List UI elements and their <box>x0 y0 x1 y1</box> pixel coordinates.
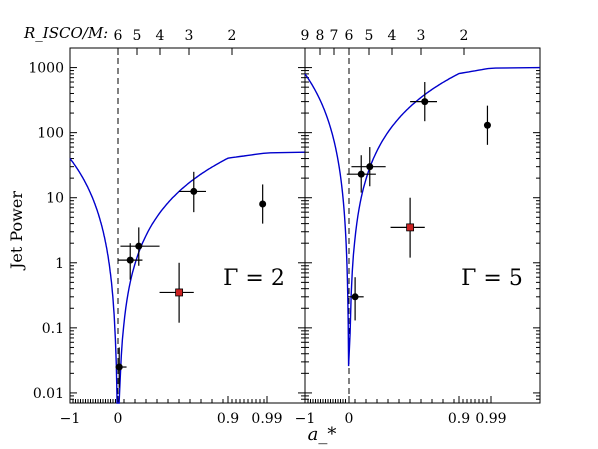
top-tick-label: 5 <box>133 28 142 44</box>
panel1-data-point <box>120 227 160 266</box>
x-tick-label: 0.99 <box>251 411 282 427</box>
x-axis-label: a_* <box>308 424 337 445</box>
top-tick-label: 5 <box>365 28 374 44</box>
y-tick-label: 10 <box>46 191 64 207</box>
panel1-data-point <box>179 171 206 213</box>
x-tick-label: 0.9 <box>448 411 470 427</box>
y-axis-label: Jet Power <box>7 191 26 271</box>
panel-label-gamma2: Γ = 2 <box>223 266 285 291</box>
top-tick-label: 6 <box>114 28 123 44</box>
dot-marker <box>483 121 491 129</box>
top-tick-label: 4 <box>156 28 165 44</box>
top-tick-label: 2 <box>460 28 469 44</box>
top-tick-label: 2 <box>228 28 237 44</box>
dot-marker <box>126 256 134 264</box>
x-tick-label: −1 <box>60 411 81 427</box>
dot-marker <box>259 200 267 208</box>
panel1-data-point <box>259 184 267 224</box>
top-axis-label: R_ISCO/M: <box>23 24 108 42</box>
x-tick-label: 0 <box>345 411 354 427</box>
panel2-data-point <box>348 277 364 321</box>
dot-marker <box>190 187 198 195</box>
top-tick-label: 3 <box>417 28 426 44</box>
top-tick-label: 4 <box>388 28 397 44</box>
square-marker <box>175 288 184 297</box>
square-marker <box>406 223 415 232</box>
panel1-model-curve <box>69 151 306 404</box>
x-tick-label: 0.9 <box>217 411 239 427</box>
y-tick-label: 0.01 <box>33 386 64 402</box>
panel-label-gamma5: Γ = 5 <box>461 266 523 291</box>
dot-marker <box>366 163 374 171</box>
panel2-data-point <box>390 197 425 258</box>
dot-marker <box>351 293 359 301</box>
panel2-model-curve <box>304 66 541 367</box>
y-tick-label: 100 <box>37 126 64 142</box>
panel2-data-point <box>483 105 491 145</box>
dot-marker <box>135 242 143 250</box>
y-tick-label: 1 <box>55 256 64 272</box>
y-tick-label: 0.1 <box>42 321 64 337</box>
x-tick-label: 0 <box>114 411 123 427</box>
dot-marker <box>115 363 123 371</box>
panel2-data-point <box>410 82 437 122</box>
panel1-frame <box>69 47 306 404</box>
top-tick-label: 6 <box>345 28 354 44</box>
x-tick-label: 0.99 <box>475 411 506 427</box>
panel1-data-point <box>159 262 194 323</box>
panel2-data-point <box>351 147 386 187</box>
top-tick-label: 3 <box>185 28 194 44</box>
panel2-data-point <box>346 155 376 193</box>
top-tick-label: 8 <box>316 28 325 44</box>
x-tick-label: −1 <box>295 411 316 427</box>
top-tick-label: 7 <box>330 28 339 44</box>
top-tick-label: 9 <box>301 28 310 44</box>
panel1-data-point <box>115 347 127 388</box>
dot-marker <box>357 170 365 178</box>
y-tick-label: 1000 <box>28 61 64 77</box>
panel2-frame <box>304 47 541 404</box>
dot-marker <box>421 98 429 106</box>
